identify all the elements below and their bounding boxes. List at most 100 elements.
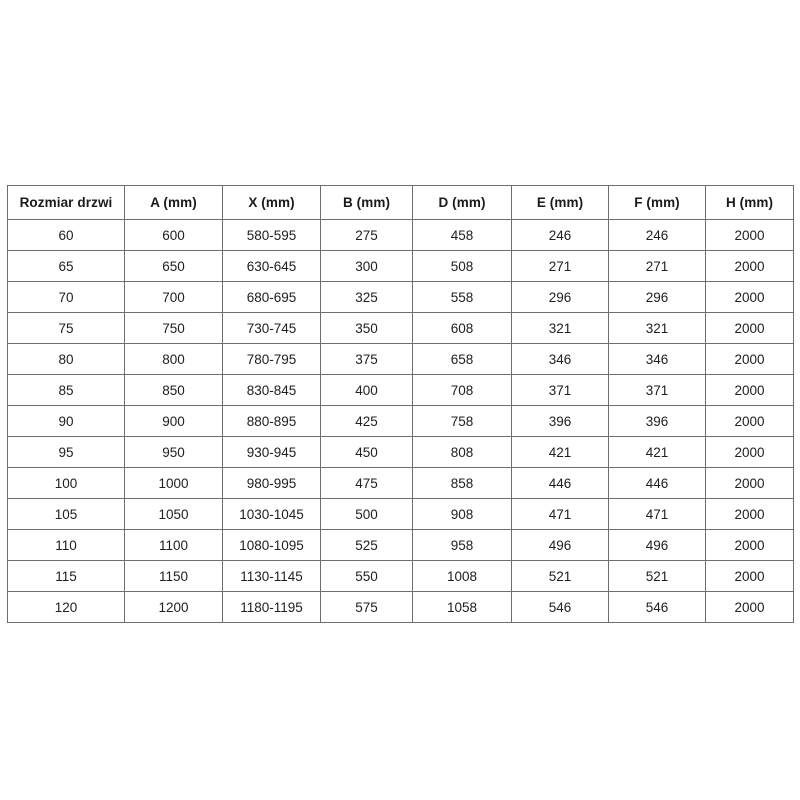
table-row: 110 1100 1080-1095 525 958 496 496 2000: [7, 529, 794, 561]
table-cell: 558: [412, 281, 512, 313]
table-cell: 880-895: [222, 405, 321, 437]
table-cell: 508: [412, 250, 512, 282]
table-row: 60 600 580-595 275 458 246 246 2000: [7, 219, 794, 251]
table-cell: 1008: [412, 560, 512, 592]
table-cell: 1100: [124, 529, 223, 561]
table-cell: 446: [511, 467, 609, 499]
table-cell: 630-645: [222, 250, 321, 282]
table-cell: 808: [412, 436, 512, 468]
table-cell: 371: [608, 374, 706, 406]
table-cell: 275: [320, 219, 413, 251]
table-header-row: Rozmiar drzwi A (mm) X (mm) B (mm) D (mm) E (…: [7, 185, 794, 220]
table-cell: 2000: [705, 498, 794, 530]
column-header-7: H (mm): [705, 185, 794, 220]
table-cell: 471: [511, 498, 609, 530]
table-cell: 2000: [705, 281, 794, 313]
column-header-2: X (mm): [222, 185, 321, 220]
table-cell: 475: [320, 467, 413, 499]
table-cell: 550: [320, 560, 413, 592]
table-cell: 546: [608, 591, 706, 623]
table-body: 60 600 580-595 275 458 246 246 2000 65 650 630-645…: [7, 219, 794, 623]
cell-door-size: 110: [7, 529, 125, 561]
table-row: 80 800 780-795 375 658 346 346 2000: [7, 343, 794, 375]
cell-door-size: 85: [7, 374, 125, 406]
table-cell: 1130-1145: [222, 560, 321, 592]
table-cell: 1200: [124, 591, 223, 623]
table-row: 95 950 930-945 450 808 421 421 2000: [7, 436, 794, 468]
table-cell: 1030-1045: [222, 498, 321, 530]
table-cell: 321: [511, 312, 609, 344]
table-cell: 500: [320, 498, 413, 530]
table-cell: 2000: [705, 467, 794, 499]
table-cell: 980-995: [222, 467, 321, 499]
column-header-3: B (mm): [320, 185, 413, 220]
table-cell: 850: [124, 374, 223, 406]
table-cell: 521: [511, 560, 609, 592]
table-cell: 830-845: [222, 374, 321, 406]
table-cell: 2000: [705, 560, 794, 592]
table-cell: 421: [608, 436, 706, 468]
table-cell: 2000: [705, 219, 794, 251]
table-cell: 496: [511, 529, 609, 561]
spec-table-container: Rozmiar drzwi A (mm) X (mm) B (mm) D (mm) E (…: [7, 185, 794, 623]
table-cell: 346: [511, 343, 609, 375]
table-cell: 2000: [705, 374, 794, 406]
table-cell: 658: [412, 343, 512, 375]
cell-door-size: 75: [7, 312, 125, 344]
table-cell: 2000: [705, 312, 794, 344]
table-row: 75 750 730-745 350 608 321 321 2000: [7, 312, 794, 344]
table-cell: 346: [608, 343, 706, 375]
cell-door-size: 105: [7, 498, 125, 530]
table-cell: 958: [412, 529, 512, 561]
table-cell: 350: [320, 312, 413, 344]
table-cell: 525: [320, 529, 413, 561]
table-row: 120 1200 1180-1195 575 1058 546 546 2000: [7, 591, 794, 623]
table-cell: 580-595: [222, 219, 321, 251]
table-cell: 471: [608, 498, 706, 530]
table-cell: 2000: [705, 250, 794, 282]
column-header-4: D (mm): [412, 185, 512, 220]
table-cell: 271: [608, 250, 706, 282]
table-cell: 446: [608, 467, 706, 499]
table-header: Rozmiar drzwi A (mm) X (mm) B (mm) D (mm) E (…: [7, 185, 794, 220]
table-cell: 680-695: [222, 281, 321, 313]
cell-door-size: 80: [7, 343, 125, 375]
table-cell: 700: [124, 281, 223, 313]
table-row: 90 900 880-895 425 758 396 396 2000: [7, 405, 794, 437]
cell-door-size: 90: [7, 405, 125, 437]
table-cell: 450: [320, 436, 413, 468]
table-cell: 600: [124, 219, 223, 251]
table-cell: 1080-1095: [222, 529, 321, 561]
table-cell: 546: [511, 591, 609, 623]
column-header-1: A (mm): [124, 185, 223, 220]
table-cell: 296: [511, 281, 609, 313]
table-cell: 371: [511, 374, 609, 406]
table-cell: 246: [511, 219, 609, 251]
table-cell: 730-745: [222, 312, 321, 344]
cell-door-size: 60: [7, 219, 125, 251]
table-cell: 780-795: [222, 343, 321, 375]
table-row: 65 650 630-645 300 508 271 271 2000: [7, 250, 794, 282]
table-cell: 425: [320, 405, 413, 437]
table-row: 115 1150 1130-1145 550 1008 521 521 2000: [7, 560, 794, 592]
table-row: 105 1050 1030-1045 500 908 471 471 2000: [7, 498, 794, 530]
column-header-5: E (mm): [511, 185, 609, 220]
table-cell: 575: [320, 591, 413, 623]
table-cell: 608: [412, 312, 512, 344]
table-cell: 2000: [705, 343, 794, 375]
table-cell: 908: [412, 498, 512, 530]
table-cell: 1058: [412, 591, 512, 623]
table-cell: 2000: [705, 529, 794, 561]
table-cell: 1050: [124, 498, 223, 530]
table-cell: 400: [320, 374, 413, 406]
cell-door-size: 95: [7, 436, 125, 468]
table-cell: 458: [412, 219, 512, 251]
table-cell: 296: [608, 281, 706, 313]
table-cell: 396: [511, 405, 609, 437]
table-cell: 2000: [705, 405, 794, 437]
table-cell: 496: [608, 529, 706, 561]
table-cell: 271: [511, 250, 609, 282]
table-row: 85 850 830-845 400 708 371 371 2000: [7, 374, 794, 406]
table-cell: 758: [412, 405, 512, 437]
table-cell: 950: [124, 436, 223, 468]
